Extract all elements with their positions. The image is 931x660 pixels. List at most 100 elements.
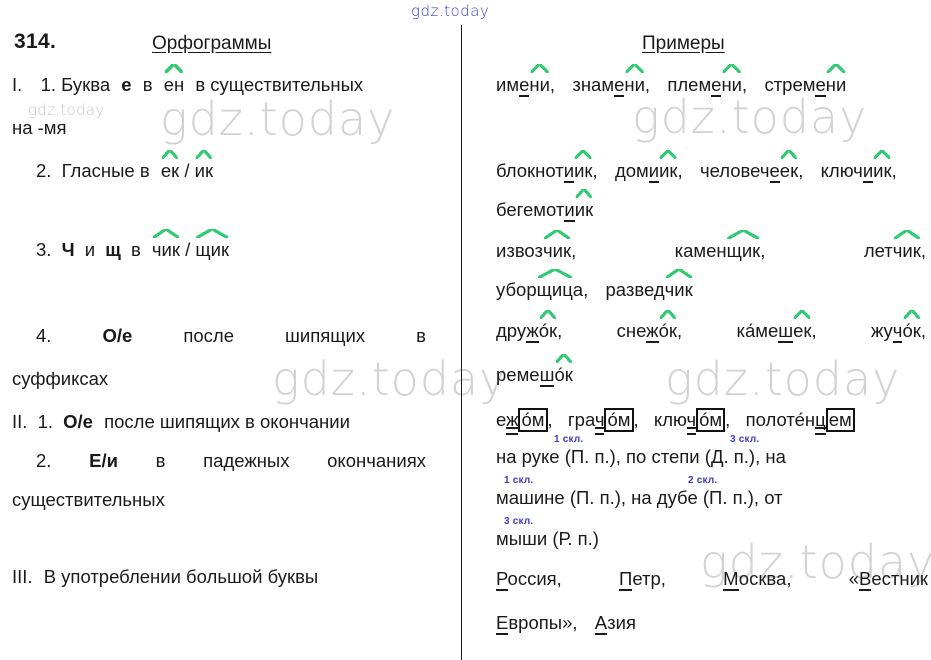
suffix-en: ен (163, 74, 185, 95)
slash: / (184, 160, 190, 181)
capital-letter: П (619, 568, 633, 591)
punct: , (811, 320, 817, 341)
marked-letter: е (519, 74, 530, 97)
example-word: человечеек, (700, 160, 804, 183)
header-primery: Примеры (642, 33, 725, 54)
word-rest: зия (607, 612, 636, 633)
rule-bold-shch: щ (105, 239, 121, 260)
suffix-ok: óк (902, 320, 921, 341)
suffix-ok: óк (554, 364, 573, 385)
capital-letter: Р (496, 568, 508, 591)
marked-letter-double: ж (506, 409, 519, 430)
suffix-ni: ни (529, 74, 550, 95)
word-stem: клю (653, 409, 687, 430)
slash: / (185, 239, 191, 260)
rule-number: 2. (36, 450, 52, 471)
punct: , (891, 160, 897, 181)
capital-letter: В (859, 568, 872, 591)
marked-letter: ж (646, 320, 659, 343)
rule-text-a: после шипящих в окончании (104, 411, 350, 432)
example-word: еж óм, (496, 408, 553, 432)
capital-letter: А (594, 612, 608, 635)
rule-bold-ch: Ч (61, 239, 75, 260)
marked-letter: ш (778, 320, 794, 343)
rule-text-b: в (142, 74, 153, 95)
rule-number: 4. (36, 325, 52, 346)
rule-text-c: в существительных (195, 74, 364, 95)
word-stem: плем (667, 74, 712, 95)
rule-word-okonchaniyah: окончаниях (327, 450, 426, 471)
example-word: ремешóк (496, 364, 573, 387)
punct: , (798, 160, 804, 181)
rule-word-shipyashchih: шипящих (285, 325, 366, 346)
rule-conj: и (84, 239, 96, 260)
word-stem: ключ (820, 160, 863, 181)
word-rest: осква (738, 568, 787, 589)
marked-letter: ш (539, 364, 555, 387)
rule-marker-I: I. (12, 74, 23, 95)
rule-I-2: 2. Гласные в ек / ик (36, 160, 213, 182)
example-word: каменщик, (675, 240, 766, 262)
punct: , (557, 320, 563, 341)
marked-letter: и (862, 160, 874, 183)
suffix-chik: чик (151, 239, 180, 260)
declension-label-4: 2 скл. (688, 475, 718, 486)
word-stem: ка́ме (736, 320, 779, 341)
punct: , (633, 409, 639, 430)
watermark-large-left-mid: gdz.today (272, 352, 508, 406)
example-word: жучóк, (871, 320, 926, 343)
example-word: блокнотиик, (496, 160, 598, 183)
rule-word-posle: после (183, 325, 234, 346)
suffix-ek: ек (160, 160, 180, 181)
punct: , (742, 74, 748, 95)
example-word: Петр, (619, 568, 666, 591)
examples-group-chikshchik-line1: извозчик, каменщик, летчик, (496, 240, 926, 262)
marked-letter: е (711, 74, 722, 97)
example-word: грач óм, (568, 408, 639, 432)
punct: , (760, 240, 766, 261)
suffix-ik: ик (194, 160, 214, 181)
word-stem: им (496, 74, 520, 95)
word-stem: бегемот (496, 199, 565, 220)
examples-group-oe-suffix-line1: дружóк, снежóк, ка́мешек, жучóк, (496, 320, 926, 343)
example-word: Европы», (496, 612, 578, 635)
suffix-ek: ек (779, 160, 799, 181)
suffix-shchik: щик (726, 240, 761, 261)
rule-text-a: Буква (61, 74, 111, 95)
examples-group-oe-suffix-line2: ремешóк (496, 364, 573, 387)
word-stem: стрем (764, 74, 816, 95)
example-word: Москва, (723, 568, 792, 591)
punct: , (725, 409, 731, 430)
marked-letter: и (648, 160, 660, 183)
examples-group-ekik-line2: бегемотиик (496, 199, 593, 222)
example-word: уборщица, (496, 279, 588, 300)
marked-letter: е (815, 74, 826, 97)
example-word: полоте́нц ем (745, 408, 855, 432)
watermark-large-right-mid: gdz.today (665, 352, 901, 406)
rule-II-2-cont: существительных (12, 489, 165, 510)
declension-label-1: 1 скл. (554, 434, 584, 445)
suffix-ok: óк (658, 320, 677, 341)
suffix-ni: ни (825, 74, 847, 95)
declension-label-3: 1 скл. (504, 475, 534, 486)
exercise-number: 314. (14, 30, 57, 53)
rule-bold-ei: Е/и (89, 450, 118, 471)
word-rest: вропы» (508, 612, 573, 633)
watermark-large-right-top: gdz.today (632, 90, 868, 144)
marked-letter-double: ч (686, 409, 697, 430)
examples-group-ekik-line1: блокнотиик, домиик, человечеек, ключиик, (496, 160, 897, 183)
example-word: бегемотиик (496, 199, 593, 222)
example-word: знамени, (572, 74, 655, 97)
punct: , (571, 240, 577, 261)
suffix-shchic: щиц (536, 279, 573, 300)
suffix-ek: ек (793, 320, 812, 341)
suffix-chik: чик (892, 240, 921, 261)
word-rest: естник (871, 568, 928, 589)
examples-case-line-2: машине (П. п.), на дубе (П. п.), от (496, 487, 783, 508)
word-stem: полоте́н (745, 409, 816, 430)
suffix-ok: óк (538, 320, 558, 341)
punct: , (786, 568, 792, 589)
punct: , (556, 568, 562, 589)
ending-box: óм (604, 408, 634, 432)
